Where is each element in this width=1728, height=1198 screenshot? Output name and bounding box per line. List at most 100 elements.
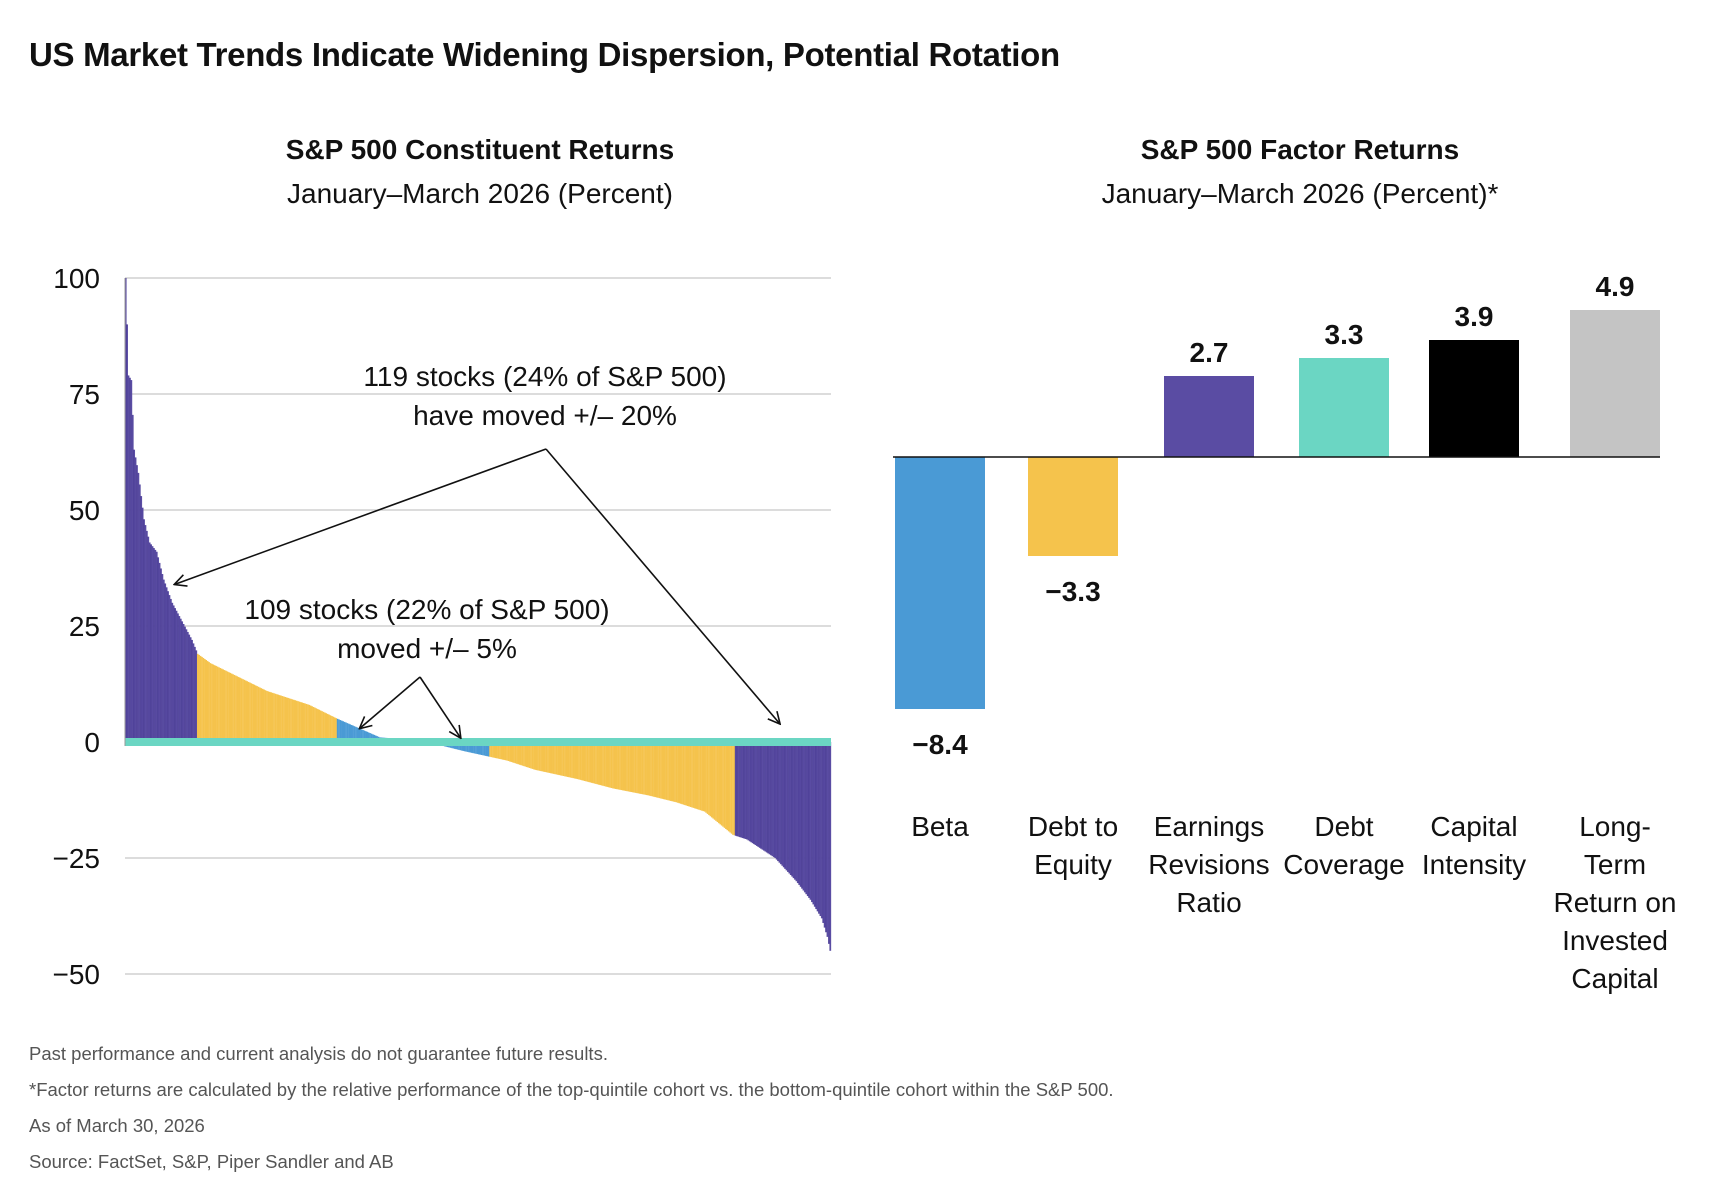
stock-return-bar: [352, 725, 354, 742]
stock-return-bar: [197, 653, 199, 742]
stock-return-bar: [229, 672, 232, 742]
stock-return-bar: [345, 722, 347, 742]
stock-return-bar: [674, 742, 676, 802]
stock-return-bar: [261, 688, 264, 742]
stock-return-bar: [760, 742, 762, 849]
y-tick-label: −50: [53, 959, 101, 990]
stock-return-bar: [126, 324, 128, 742]
stock-return-bar: [677, 742, 679, 803]
stock-return-bar: [254, 685, 257, 742]
stock-return-bar: [637, 742, 640, 794]
stock-return-bar: [780, 742, 782, 865]
factor-category-label: Beta: [911, 811, 969, 842]
stock-return-bar: [201, 656, 203, 742]
stock-return-bar: [222, 669, 224, 742]
stock-return-bar: [281, 696, 284, 742]
stock-return-bar: [641, 742, 644, 795]
factor-category-label: Return on: [1554, 887, 1677, 918]
factor-value-label: 4.9: [1596, 271, 1635, 302]
stock-return-bar: [702, 742, 705, 812]
stock-return-bar: [703, 742, 706, 812]
stock-return-bar: [472, 742, 474, 754]
stock-return-bar: [331, 716, 333, 742]
stock-return-bar: [733, 742, 736, 836]
stock-return-bar: [182, 624, 185, 742]
stock-return-bar: [486, 742, 489, 757]
stock-return-bar: [319, 710, 322, 742]
stock-return-bar: [291, 699, 294, 742]
stock-return-bar: [582, 742, 585, 781]
stock-return-bar: [569, 742, 572, 778]
stock-return-bar: [271, 692, 274, 742]
stock-return-bar: [315, 708, 318, 742]
stock-return-bar: [798, 742, 801, 885]
stock-return-bar: [816, 742, 819, 912]
stock-return-bar: [259, 687, 261, 742]
stock-return-bar: [828, 742, 830, 944]
stock-return-bar: [660, 742, 662, 799]
stock-return-bar: [359, 728, 361, 742]
annotation-text: 109 stocks (22% of S&P 500): [244, 594, 609, 625]
stock-return-bar: [489, 742, 491, 757]
stock-return-bar: [585, 742, 587, 782]
stock-return-bar: [787, 742, 789, 872]
stock-return-bar: [578, 742, 580, 780]
stock-return-bar: [129, 377, 131, 742]
stock-return-bar: [555, 742, 558, 775]
stock-return-bar: [181, 621, 184, 742]
factor-chart-subtitle: January–March 2026 (Percent)*: [1101, 178, 1499, 209]
stock-return-bar: [348, 723, 350, 742]
stock-return-bar: [736, 742, 738, 837]
stock-return-bar: [500, 742, 503, 760]
factor-category-label: Debt to: [1028, 811, 1118, 842]
stock-return-bar: [706, 742, 709, 814]
stock-return-bar: [685, 742, 688, 806]
factor-category-label: Revisions: [1148, 849, 1269, 880]
stock-return-bar: [623, 742, 625, 791]
stock-return-bar: [610, 742, 613, 789]
stock-return-bar: [768, 742, 771, 855]
stock-return-bar: [133, 449, 136, 742]
stock-return-bar: [206, 661, 209, 742]
stock-return-bar: [219, 667, 222, 742]
stock-return-bar: [682, 742, 685, 805]
stock-return-bar: [311, 706, 313, 742]
stock-return-bar: [301, 702, 304, 742]
stock-return-bar: [825, 742, 827, 933]
stock-return-bar: [167, 591, 169, 742]
stock-return-bar: [826, 742, 829, 937]
stock-return-bar: [668, 742, 671, 801]
constituent-gridlines: [125, 277, 831, 975]
stock-return-bar: [140, 496, 143, 742]
stock-return-bar: [252, 684, 254, 742]
stock-return-bar: [242, 679, 244, 742]
stock-return-bar: [709, 742, 712, 817]
stock-return-bar: [647, 742, 649, 796]
stock-return-bar: [576, 742, 579, 780]
stock-return-bar: [534, 742, 537, 770]
stock-return-bar: [561, 742, 563, 776]
factor-category-label: Earnings: [1154, 811, 1265, 842]
stock-return-bar: [370, 733, 373, 742]
stock-return-bar: [811, 742, 813, 903]
stock-return-bar: [325, 713, 328, 742]
stock-return-bar: [812, 742, 815, 905]
stock-return-bar: [470, 742, 473, 753]
stock-return-bar: [696, 742, 699, 810]
stock-return-bar: [355, 726, 357, 742]
factor-category-label: Coverage: [1283, 849, 1404, 880]
factor-bars: −8.4 Beta −3.3 Debt to Equity 2.7 Earnings Revi…: [893, 271, 1676, 994]
constituent-y-axis: 100 75 50 25 0 −25 −50: [53, 263, 126, 990]
factor-category-label: Equity: [1034, 849, 1112, 880]
stock-return-bar: [496, 742, 498, 759]
stock-return-bar: [209, 663, 212, 742]
stock-return-bar: [773, 742, 775, 858]
stock-return-bar: [510, 742, 513, 762]
stock-return-bar: [665, 742, 668, 800]
stock-return-bar: [694, 742, 696, 809]
stock-return-bar: [469, 742, 472, 753]
stock-return-bar: [557, 742, 559, 775]
stock-return-bar: [511, 742, 514, 763]
annotation-arrow: [175, 448, 547, 584]
stock-return-bar: [232, 674, 234, 742]
